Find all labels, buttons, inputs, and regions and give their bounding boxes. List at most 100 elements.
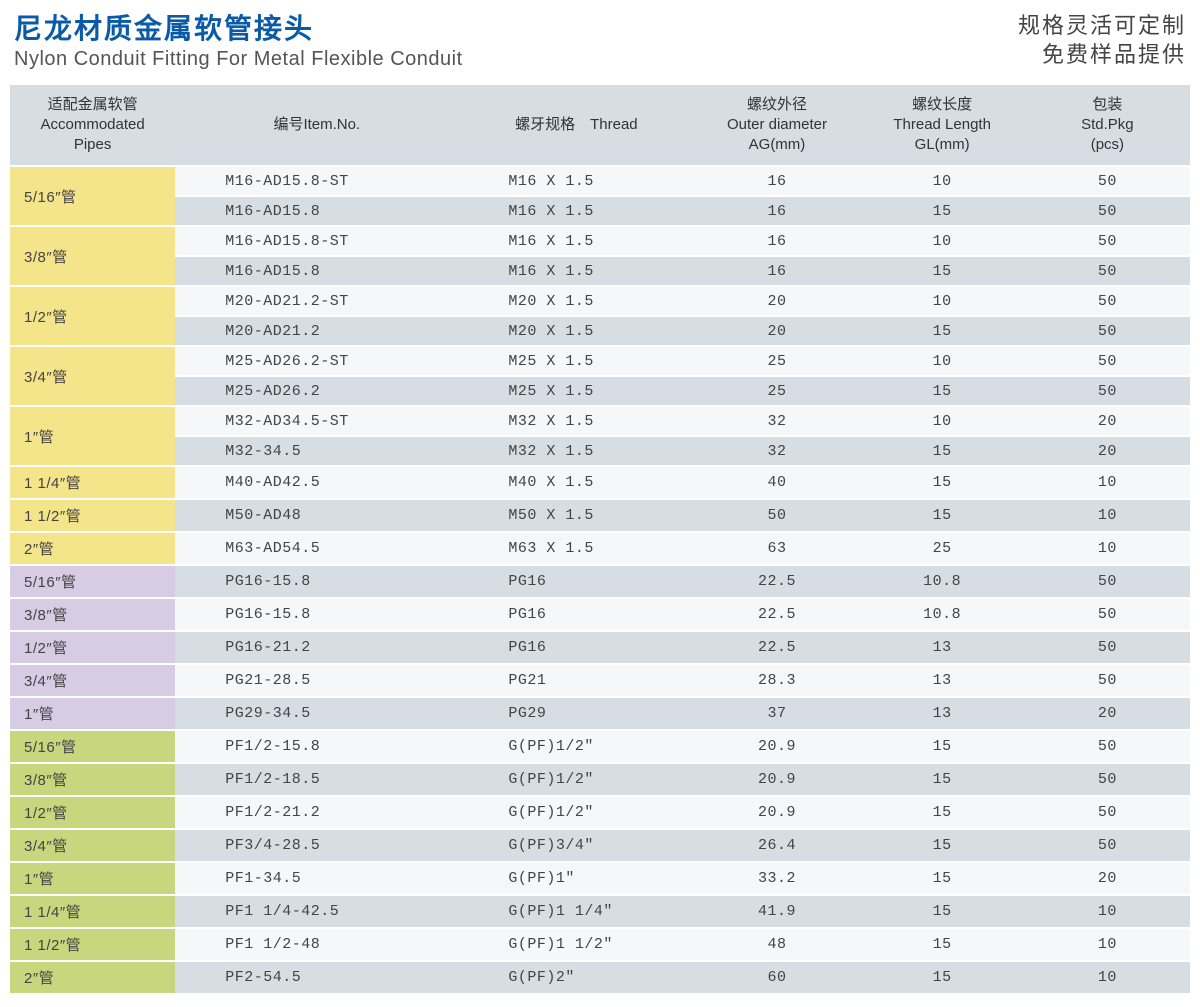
thread-cell: M20 X 1.5: [458, 286, 694, 316]
pipe-cell: 1″管: [10, 697, 175, 730]
col-header-0: 适配金属软管AccommodatedPipes: [10, 85, 175, 167]
tl-cell: 10: [860, 226, 1025, 256]
col-header-3: 螺纹外径Outer diameterAG(mm): [694, 85, 859, 167]
item-cell: PG16-15.8: [175, 598, 458, 631]
promo-block: 规格灵活可定制 免费样品提供: [1018, 12, 1186, 69]
item-cell: PF2-54.5: [175, 961, 458, 994]
item-cell: M20-AD21.2: [175, 316, 458, 346]
item-cell: M50-AD48: [175, 499, 458, 532]
thread-cell: M25 X 1.5: [458, 346, 694, 376]
od-cell: 32: [694, 436, 859, 466]
od-cell: 25: [694, 346, 859, 376]
tl-cell: 13: [860, 664, 1025, 697]
od-cell: 26.4: [694, 829, 859, 862]
od-cell: 20: [694, 286, 859, 316]
od-cell: 22.5: [694, 565, 859, 598]
od-cell: 32: [694, 406, 859, 436]
table-row: 3/8″管M16-AD15.8-STM16 X 1.5161050: [10, 226, 1190, 256]
table-row: 5/16″管M16-AD15.8-STM16 X 1.5161050: [10, 166, 1190, 196]
table-row: M25-AD26.2M25 X 1.5251550: [10, 376, 1190, 406]
thread-cell: PG21: [458, 664, 694, 697]
pkg-cell: 10: [1025, 895, 1190, 928]
table-row: M16-AD15.8M16 X 1.5161550: [10, 256, 1190, 286]
table-row: 3/8″管PG16-15.8PG1622.510.850: [10, 598, 1190, 631]
pkg-cell: 10: [1025, 466, 1190, 499]
item-cell: PF1/2-15.8: [175, 730, 458, 763]
thread-cell: M63 X 1.5: [458, 532, 694, 565]
pipe-cell: 5/16″管: [10, 166, 175, 226]
item-cell: PG16-21.2: [175, 631, 458, 664]
pkg-cell: 50: [1025, 226, 1190, 256]
thread-cell: PG16: [458, 631, 694, 664]
table-row: 1 1/2″管PF1 1/2-48G(PF)1 1/2″481510: [10, 928, 1190, 961]
od-cell: 48: [694, 928, 859, 961]
tl-cell: 15: [860, 256, 1025, 286]
col-header-5: 包装Std.Pkg(pcs): [1025, 85, 1190, 167]
item-cell: PF1 1/2-48: [175, 928, 458, 961]
pkg-cell: 20: [1025, 436, 1190, 466]
col-header-2: 螺牙规格 Thread: [458, 85, 694, 167]
pkg-cell: 20: [1025, 697, 1190, 730]
pkg-cell: 50: [1025, 166, 1190, 196]
thread-cell: M40 X 1.5: [458, 466, 694, 499]
od-cell: 40: [694, 466, 859, 499]
thread-cell: M16 X 1.5: [458, 166, 694, 196]
pipe-cell: 2″管: [10, 532, 175, 565]
tl-cell: 10: [860, 286, 1025, 316]
title-en: Nylon Conduit Fitting For Metal Flexible…: [14, 48, 463, 71]
thread-cell: G(PF)2″: [458, 961, 694, 994]
tl-cell: 15: [860, 862, 1025, 895]
table-row: 3/8″管PF1/2-18.5G(PF)1/2″20.91550: [10, 763, 1190, 796]
pipe-cell: 1 1/2″管: [10, 928, 175, 961]
item-cell: M16-AD15.8-ST: [175, 166, 458, 196]
pipe-cell: 3/8″管: [10, 598, 175, 631]
thread-cell: M32 X 1.5: [458, 406, 694, 436]
pipe-cell: 1 1/4″管: [10, 466, 175, 499]
thread-cell: PG29: [458, 697, 694, 730]
item-cell: PF3/4-28.5: [175, 829, 458, 862]
table-row: 2″管M63-AD54.5M63 X 1.5632510: [10, 532, 1190, 565]
od-cell: 16: [694, 166, 859, 196]
thread-cell: G(PF)1/2″: [458, 763, 694, 796]
thread-cell: M25 X 1.5: [458, 376, 694, 406]
pkg-cell: 50: [1025, 796, 1190, 829]
table-body: 5/16″管M16-AD15.8-STM16 X 1.5161050M16-AD…: [10, 166, 1190, 994]
pkg-cell: 20: [1025, 862, 1190, 895]
od-cell: 16: [694, 226, 859, 256]
item-cell: M16-AD15.8-ST: [175, 226, 458, 256]
od-cell: 22.5: [694, 598, 859, 631]
tl-cell: 15: [860, 466, 1025, 499]
table-row: 5/16″管PF1/2-15.8G(PF)1/2″20.91550: [10, 730, 1190, 763]
pipe-cell: 1″管: [10, 406, 175, 466]
tl-cell: 10: [860, 406, 1025, 436]
spec-table: 适配金属软管AccommodatedPipes编号Item.No.螺牙规格 Th…: [10, 85, 1190, 996]
table-row: 5/16″管PG16-15.8PG1622.510.850: [10, 565, 1190, 598]
thread-cell: M20 X 1.5: [458, 316, 694, 346]
item-cell: M63-AD54.5: [175, 532, 458, 565]
thread-cell: G(PF)1 1/4″: [458, 895, 694, 928]
pkg-cell: 10: [1025, 532, 1190, 565]
item-cell: PF1/2-18.5: [175, 763, 458, 796]
tl-cell: 10.8: [860, 598, 1025, 631]
pkg-cell: 50: [1025, 730, 1190, 763]
pipe-cell: 3/4″管: [10, 829, 175, 862]
table-row: M20-AD21.2M20 X 1.5201550: [10, 316, 1190, 346]
pipe-cell: 3/8″管: [10, 226, 175, 286]
table-row: 1/2″管M20-AD21.2-STM20 X 1.5201050: [10, 286, 1190, 316]
thread-cell: M16 X 1.5: [458, 256, 694, 286]
od-cell: 16: [694, 256, 859, 286]
tl-cell: 10.8: [860, 565, 1025, 598]
item-cell: M40-AD42.5: [175, 466, 458, 499]
item-cell: M16-AD15.8: [175, 256, 458, 286]
pipe-cell: 1″管: [10, 862, 175, 895]
od-cell: 20.9: [694, 730, 859, 763]
table-row: 3/4″管PF3/4-28.5G(PF)3/4″26.41550: [10, 829, 1190, 862]
title-block: 尼龙材质金属软管接头 Nylon Conduit Fitting For Met…: [14, 12, 463, 71]
pkg-cell: 10: [1025, 961, 1190, 994]
tl-cell: 15: [860, 796, 1025, 829]
pkg-cell: 50: [1025, 664, 1190, 697]
title-cn: 尼龙材质金属软管接头: [14, 12, 463, 46]
od-cell: 20: [694, 316, 859, 346]
pkg-cell: 50: [1025, 631, 1190, 664]
tl-cell: 15: [860, 763, 1025, 796]
